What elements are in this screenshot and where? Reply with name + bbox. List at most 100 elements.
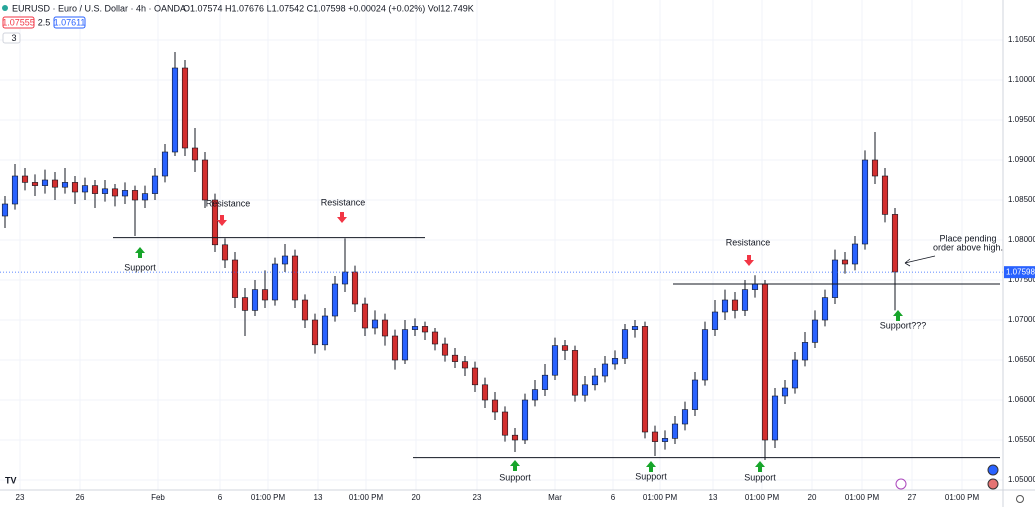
candle-body	[121, 190, 129, 197]
y-tick-label: 1.08500	[1008, 195, 1035, 204]
candle-body	[721, 299, 729, 313]
candle-body	[241, 297, 249, 311]
candle-body	[331, 283, 339, 317]
candle-body	[151, 175, 159, 194]
indicator-count: 3	[11, 33, 16, 43]
indicator-toggle[interactable]	[2, 32, 21, 44]
candle-body	[91, 185, 99, 194]
annotation: order above high.	[933, 242, 1003, 252]
bid-box[interactable]	[2, 16, 35, 29]
ask: 1.07611	[54, 17, 86, 27]
y-tick-label: 1.05000	[1008, 475, 1035, 484]
x-tick-label: 27	[908, 493, 917, 502]
candle-body	[301, 299, 309, 321]
candle-body	[741, 289, 749, 311]
candle-body	[521, 399, 529, 441]
candle-body	[501, 411, 509, 436]
symbol: EURUSD · Euro / U.S. Dollar · 4h · OANDA	[12, 3, 186, 13]
candle-body	[581, 384, 589, 396]
candle-body	[871, 159, 879, 177]
candle-body	[731, 299, 739, 311]
support-arrow	[510, 460, 520, 471]
candle-body	[441, 343, 449, 356]
x-tick-label: 01:00 PM	[643, 493, 678, 502]
resistance-arrow	[337, 212, 347, 223]
candle-body	[251, 289, 259, 311]
candle-body	[491, 399, 499, 413]
x-tick-label: 23	[16, 493, 25, 502]
annotation: Resistance	[726, 237, 771, 247]
candle-body	[321, 315, 329, 346]
candle-body	[591, 375, 599, 386]
candle-body	[451, 354, 459, 362]
candle-body	[831, 259, 839, 298]
candle-body	[31, 182, 39, 186]
candle-body	[461, 361, 469, 369]
pointer-arrow	[904, 255, 936, 267]
candle-body	[511, 434, 519, 441]
candle-body	[51, 179, 59, 188]
x-tick-label: 6	[611, 493, 616, 502]
candle-body	[811, 319, 819, 343]
y-tick-label: 1.10000	[1008, 75, 1035, 84]
candle-body	[351, 271, 359, 305]
last-price-box	[1004, 266, 1035, 279]
candle-body	[101, 188, 109, 194]
annotation: Resistance	[321, 197, 366, 207]
candle-body	[111, 188, 119, 197]
y-tick-label: 1.06000	[1008, 395, 1035, 404]
candle-body	[821, 297, 829, 321]
candle-body	[131, 190, 139, 201]
annotation: Support	[635, 471, 667, 481]
candle-body	[681, 409, 689, 425]
y-tick-label: 1.07000	[1008, 315, 1035, 324]
x-tick-label: 01:00 PM	[845, 493, 880, 502]
y-tick-label: 1.06500	[1008, 355, 1035, 364]
candle-body	[81, 185, 89, 193]
candle-body	[691, 379, 699, 410]
candle-body	[1, 203, 9, 217]
candle-body	[671, 423, 679, 439]
icon-event[interactable]	[895, 478, 907, 490]
candle-body	[361, 303, 369, 329]
candle-body	[561, 345, 569, 351]
candle-body	[41, 179, 49, 186]
candle-body	[541, 374, 549, 390]
x-tick-label: 13	[709, 493, 718, 502]
candle-body	[181, 67, 189, 149]
candle-body	[531, 389, 539, 401]
support-arrow	[893, 310, 903, 321]
x-tick-label: 01:00 PM	[349, 493, 384, 502]
y-tick-label: 1.05500	[1008, 435, 1035, 444]
annotation: Place pending	[939, 233, 996, 243]
x-tick-label: 23	[473, 493, 482, 502]
candle-body	[621, 329, 629, 359]
candle-body	[431, 331, 439, 345]
support-arrow	[135, 247, 145, 258]
settings-icon[interactable]	[1016, 495, 1024, 503]
candle-body	[281, 255, 289, 265]
icon-flag[interactable]	[987, 478, 999, 490]
ask-box[interactable]	[53, 16, 86, 29]
x-tick-label: 20	[412, 493, 421, 502]
logo: TV	[5, 475, 17, 485]
candle-body	[261, 289, 269, 301]
candle-body	[761, 283, 769, 441]
candle-body	[881, 175, 889, 215]
last-price-label: 1.07598	[1006, 267, 1035, 276]
resistance-arrow	[744, 255, 754, 266]
icon-globe[interactable]	[987, 464, 999, 476]
bid: 1.07555	[2, 17, 35, 27]
x-tick-label: 01:00 PM	[745, 493, 780, 502]
candle-body	[751, 283, 759, 290]
y-tick-label: 1.08000	[1008, 235, 1035, 244]
x-tick-label: 01:00 PM	[945, 493, 980, 502]
candle-body	[291, 255, 299, 301]
resistance-arrow	[217, 215, 227, 226]
annotation: Support	[124, 262, 156, 272]
candle-body	[11, 175, 19, 205]
y-tick-label: 1.09000	[1008, 155, 1035, 164]
spread: 2.5	[38, 17, 51, 27]
